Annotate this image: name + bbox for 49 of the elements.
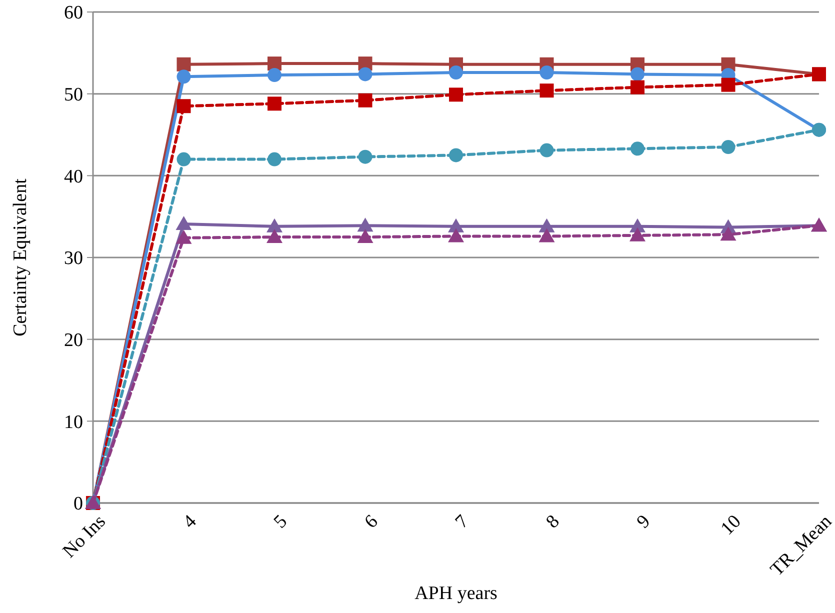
point: [268, 96, 282, 111]
point: [720, 226, 736, 241]
point: [176, 70, 191, 84]
x-tick-label: 8: [542, 511, 564, 533]
point: [266, 218, 282, 232]
point: [630, 67, 644, 82]
point: [540, 143, 554, 158]
point: [266, 229, 282, 244]
point: [358, 67, 372, 82]
point: [176, 99, 191, 114]
point: [721, 140, 736, 154]
point: [268, 68, 282, 82]
point: [358, 150, 372, 164]
point: [630, 227, 646, 242]
point: [540, 66, 554, 80]
x-tick-label: 6: [360, 511, 382, 533]
point: [540, 84, 554, 98]
point: [721, 78, 736, 92]
y-tick-label: 20: [64, 330, 83, 351]
point: [449, 148, 463, 162]
point: [448, 228, 464, 242]
x-tick-label: 10: [716, 511, 746, 540]
point: [449, 66, 463, 80]
point: [268, 152, 282, 166]
y-axis-title: Certainty Equivalent: [10, 178, 31, 336]
x-tick-label: 9: [632, 511, 654, 533]
y-tick-label: 30: [64, 248, 83, 270]
point: [176, 230, 192, 244]
x-tick-label: 5: [270, 511, 292, 533]
point: [630, 80, 644, 94]
point: [538, 228, 555, 242]
y-tick-label: 40: [64, 166, 83, 188]
x-axis-title: APH years: [414, 583, 498, 604]
point: [357, 229, 374, 244]
point: [268, 56, 282, 71]
point: [630, 142, 644, 156]
y-tick-label: 50: [64, 84, 83, 106]
y-tick-label: 10: [64, 412, 83, 433]
point: [538, 218, 555, 232]
point: [176, 57, 191, 72]
point: [357, 218, 374, 232]
point: [449, 88, 463, 102]
y-tick-label: 60: [64, 2, 83, 24]
x-tick-label: 7: [451, 511, 473, 533]
point: [176, 152, 191, 166]
point: [448, 218, 464, 232]
x-tick-label: 4: [179, 510, 202, 533]
point: [358, 93, 372, 108]
point: [176, 216, 192, 230]
